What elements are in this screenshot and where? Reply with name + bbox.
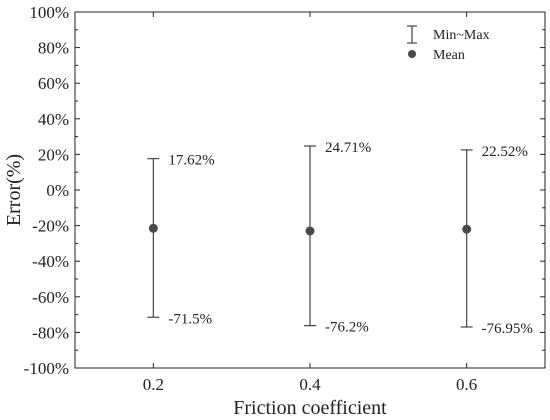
y-tick-label: 60% (38, 74, 69, 93)
mean-point (305, 226, 315, 236)
y-axis-title: Error(%) (3, 154, 25, 226)
y-tick-label: -60% (32, 288, 69, 307)
max-data-label: 17.62% (168, 153, 214, 169)
min-data-label: -76.2% (325, 320, 369, 336)
x-tick-label: 0.6 (456, 375, 477, 394)
x-tick-label: 0.4 (299, 375, 321, 394)
y-tick-label: 100% (29, 3, 69, 22)
x-tick-label: 0.2 (143, 375, 164, 394)
x-axis-title: Friction coefficient (233, 397, 387, 419)
legend-mean-symbol (408, 50, 416, 58)
min-data-label: -71.5% (168, 311, 212, 327)
legend-mean-label: Mean (433, 48, 465, 63)
y-tick-label: -100% (24, 359, 69, 378)
max-data-label: 24.71% (325, 140, 371, 156)
legend-minmax-label: Min~Max (433, 28, 490, 43)
y-tick-label: 20% (38, 145, 69, 164)
legend-minmax-symbol (407, 25, 417, 44)
mean-point (148, 223, 158, 233)
min-data-label: -76.95% (482, 321, 533, 337)
legend: Min~Max Mean (407, 25, 490, 63)
x-ticks: 0.2 0.4 0.6 (143, 12, 477, 394)
y-ticks: -100% -80% -60% -40% -20% 0% 20% 40% 60% 80% 100% (24, 3, 545, 378)
y-tick-label: -80% (32, 323, 69, 342)
y-tick-label: -40% (32, 252, 69, 271)
y-tick-label: 80% (38, 39, 69, 58)
max-data-label: 22.52% (482, 144, 528, 160)
chart-marks: 17.62% -71.5% 24.71% -76.2% 22.52% -76.95% (147, 140, 533, 337)
mean-point (462, 224, 472, 234)
y-tick-label: 0% (46, 181, 69, 200)
y-tick-label: -20% (32, 217, 69, 236)
y-tick-label: 40% (38, 110, 69, 129)
